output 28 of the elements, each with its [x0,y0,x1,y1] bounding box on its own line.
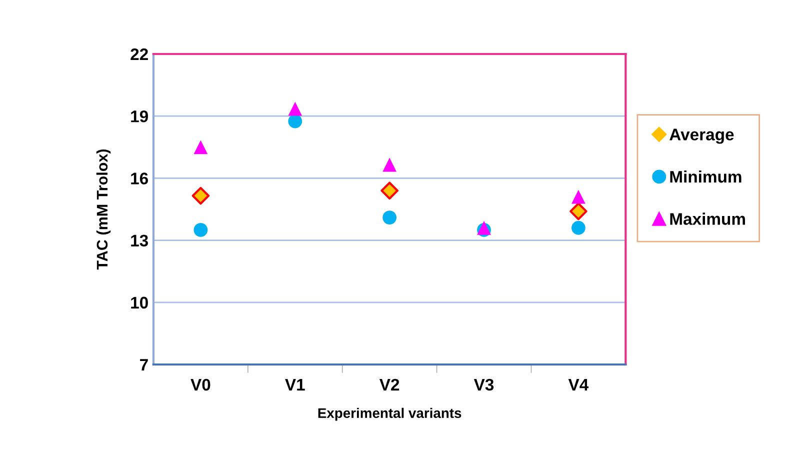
y-tick-label: 16 [131,172,148,184]
point [194,223,208,237]
y-tick-label: 7 [140,359,148,371]
y-tick-label: 22 [130,48,148,60]
y-axis-title: TAC (mM Trolox) [96,149,111,270]
point [288,114,302,128]
legend-label: Average [670,128,734,144]
x-tick-label: V3 [474,378,494,391]
point [380,182,398,200]
x-tick-label: V0 [190,378,210,391]
point [194,140,208,154]
y-tick-label: 10 [131,296,148,309]
legend-label: Maximum [670,212,745,225]
point [288,102,302,116]
point [477,220,491,235]
x-axis-title: Experimental variants [318,408,462,421]
x-tick-label: V2 [379,378,400,390]
y-tick-label: 19 [131,110,148,122]
x-tick-label: V1 [285,379,305,390]
point [382,158,397,172]
legend-label: Minimum [670,170,742,183]
y-tick-label: 13 [131,234,148,247]
point [572,190,586,204]
point [192,186,210,205]
point [570,202,588,220]
point [382,210,397,224]
x-tick-label: V4 [568,379,589,390]
point [572,220,586,235]
